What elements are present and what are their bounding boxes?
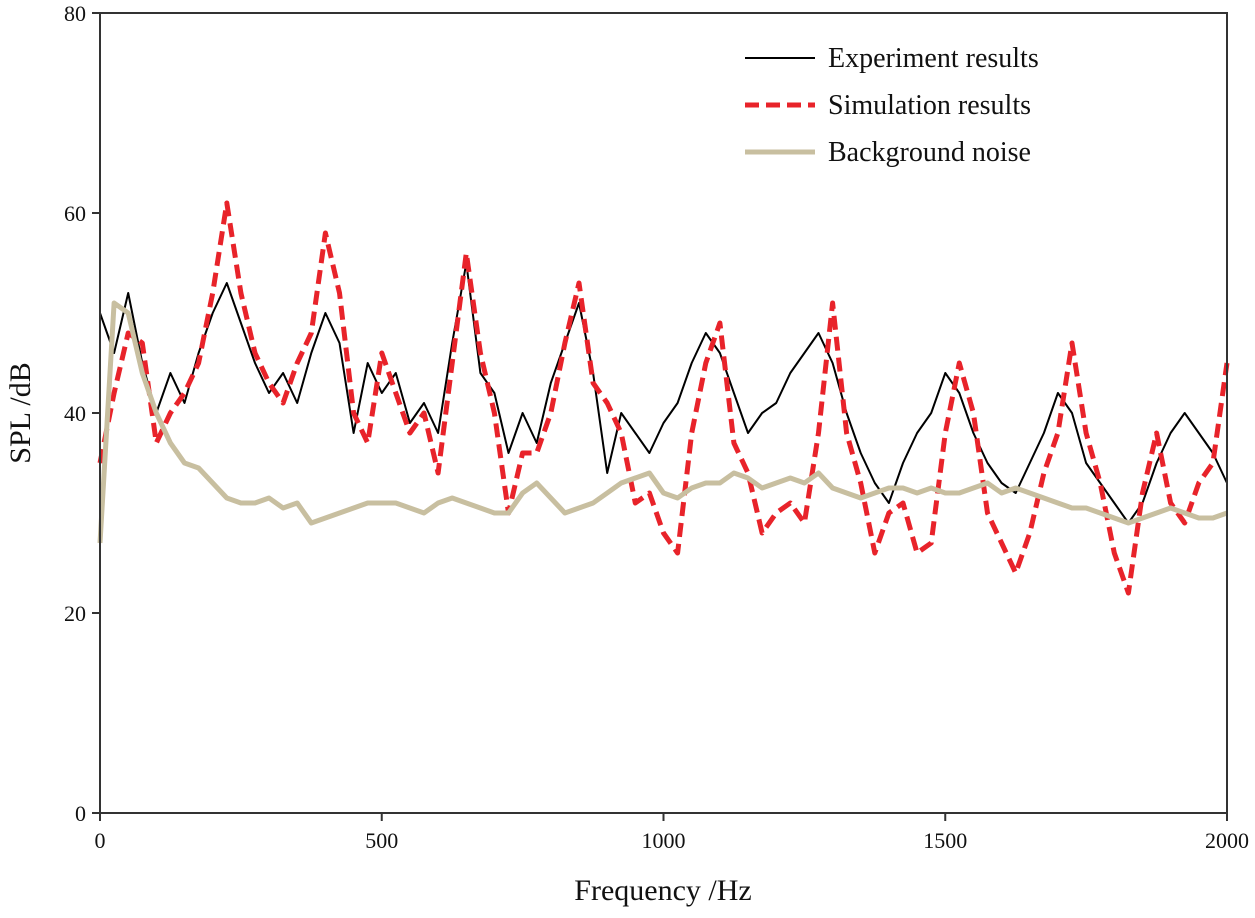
y-tick-label: 60 [64, 201, 86, 226]
x-tick-label: 500 [365, 828, 398, 853]
y-tick-label: 40 [64, 401, 86, 426]
series-line [99, 262, 1228, 524]
series-line [97, 200, 1230, 596]
y-tick-label: 20 [64, 601, 86, 626]
x-tick-label: 0 [95, 828, 106, 853]
x-tick-label: 1000 [642, 828, 686, 853]
legend-label: Background noise [828, 137, 1031, 168]
legend-label: Experiment results [828, 43, 1039, 74]
x-tick-label: 1500 [923, 828, 967, 853]
y-tick-label: 80 [64, 1, 86, 26]
y-axis-title: SPL /dB [4, 362, 37, 463]
x-tick-label: 2000 [1205, 828, 1249, 853]
legend-label: Simulation results [828, 90, 1031, 121]
plot-frame [99, 12, 1228, 814]
y-tick-label: 0 [75, 801, 86, 826]
series-line [97, 300, 1228, 544]
x-axis-title: Frequency /Hz [574, 874, 751, 907]
